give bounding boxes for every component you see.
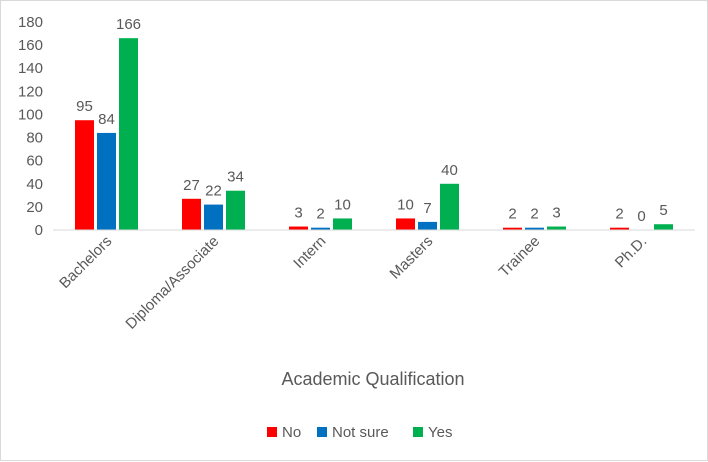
data-label: 27 <box>183 177 200 194</box>
data-label: 84 <box>98 111 115 128</box>
x-tick-label: Diploma/Associate <box>122 233 222 333</box>
x-tick-label: Masters <box>387 233 437 283</box>
data-label: 22 <box>205 183 222 200</box>
x-tick-label: Intern <box>290 233 329 272</box>
x-axis-tick-labels: Bachelors Diploma/Associate Intern Masters T… <box>56 233 650 333</box>
bar-yes <box>547 226 566 230</box>
data-label: 0 <box>637 208 645 225</box>
data-label: 2 <box>316 206 324 223</box>
data-label: 166 <box>116 16 141 33</box>
data-label: 2 <box>530 206 538 223</box>
data-label: 10 <box>397 196 414 213</box>
y-tick-label: 160 <box>18 37 43 54</box>
legend-label: Not sure <box>332 424 389 441</box>
legend: No Not sure Yes <box>267 424 452 441</box>
y-tick-label: 40 <box>26 176 43 193</box>
y-tick-label: 80 <box>26 130 43 147</box>
y-tick-label: 140 <box>18 60 43 77</box>
data-label: 3 <box>552 205 560 222</box>
bar-no <box>503 227 522 230</box>
data-label: 95 <box>76 98 93 115</box>
bar-not-sure <box>97 132 116 230</box>
bar-yes <box>226 190 245 230</box>
data-label: 34 <box>227 169 244 186</box>
y-tick-label: 180 <box>18 14 43 31</box>
bar-no <box>289 226 308 230</box>
legend-label: No <box>282 424 301 441</box>
data-label: 40 <box>441 162 458 179</box>
data-label: 3 <box>294 205 302 222</box>
bar-yes <box>119 38 138 230</box>
y-tick-label: 120 <box>18 83 43 100</box>
bar-group <box>75 38 673 230</box>
bar-no <box>610 227 629 230</box>
y-tick-label: 0 <box>35 222 43 239</box>
y-tick-label: 100 <box>18 106 43 123</box>
legend-label: Yes <box>428 424 452 441</box>
y-tick-label: 20 <box>26 199 43 216</box>
legend-swatch <box>317 427 327 437</box>
y-tick-label: 60 <box>26 153 43 170</box>
bar-not-sure <box>418 221 437 230</box>
bar-yes <box>654 224 673 230</box>
x-tick-label: Trainee <box>496 233 544 281</box>
bar-not-sure <box>525 227 544 230</box>
x-tick-label: Ph.D. <box>612 233 651 272</box>
data-label: 2 <box>508 206 516 223</box>
bar-not-sure <box>311 227 330 230</box>
y-axis-ticks: 0 20 40 60 80 100 120 140 160 180 <box>18 14 43 239</box>
bar-no <box>396 218 415 230</box>
bar-not-sure <box>204 204 223 230</box>
bar-no <box>182 198 201 230</box>
x-axis-title: Academic Qualification <box>281 369 464 389</box>
legend-swatch <box>267 427 277 437</box>
bar-yes <box>440 183 459 230</box>
data-label: 7 <box>423 200 431 217</box>
bar-yes <box>333 218 352 230</box>
bar-no <box>75 120 94 230</box>
data-label: 5 <box>659 202 667 219</box>
x-tick-label: Bachelors <box>56 233 115 292</box>
legend-swatch <box>413 427 423 437</box>
data-label: 2 <box>615 206 623 223</box>
data-label: 10 <box>334 196 351 213</box>
